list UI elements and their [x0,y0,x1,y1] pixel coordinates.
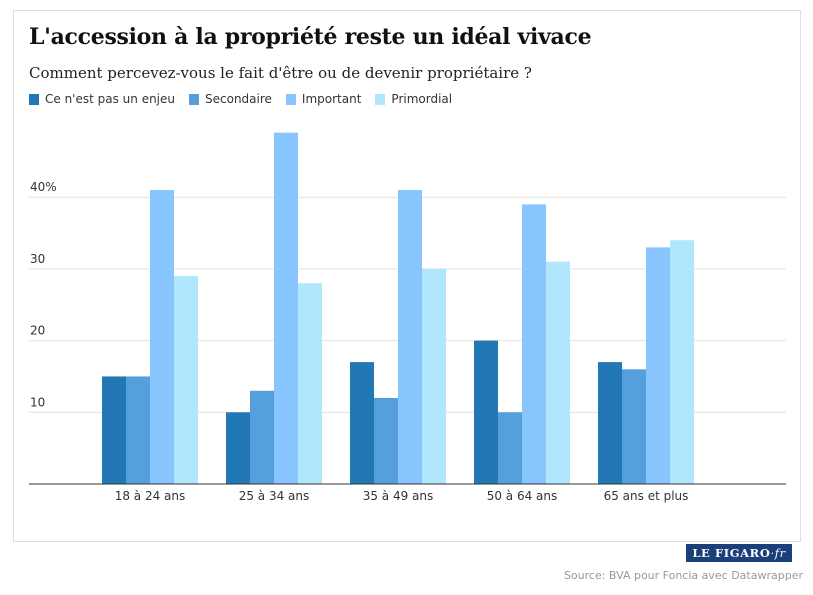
bar [646,247,670,484]
x-tick-label: 65 ans et plus [604,489,689,503]
source-note: Source: BVA pour Foncia avec Datawrapper [563,569,803,582]
figaro-logo: LE FIGARO·fr [686,544,792,562]
y-tick-label: 10 [30,395,45,409]
x-tick-label: 18 à 24 ans [115,489,186,503]
legend-swatch [285,93,296,105]
bar [622,369,646,484]
bar [374,397,398,484]
bar [298,283,322,484]
y-tick-label: 40% [30,180,57,194]
bar [102,376,126,484]
bar [398,190,422,484]
legend-label: Primordial [391,92,453,106]
chart-subtitle: Comment percevez-vous le fait d'être ou … [29,64,532,82]
legend-label: Secondaire [205,92,272,106]
bar [226,412,250,484]
y-tick-label: 30 [30,252,45,266]
bar [546,261,570,484]
legend-swatch [29,93,39,105]
bar [174,276,198,484]
bar [150,190,174,484]
logo-text: LE FIGARO [692,546,771,560]
bar [350,362,374,484]
chart-title: L'accession à la propriété reste un idéa… [29,24,592,50]
bar [498,412,522,484]
bar [422,268,446,484]
bar [274,132,298,485]
legend-item: Important [285,92,362,106]
logo-suffix: ·fr [770,546,786,560]
bar [474,340,498,484]
x-tick-label: 25 à 34 ans [239,489,310,503]
y-tick-label: 20 [30,324,45,338]
legend-label: Ce n'est pas un enjeu [45,92,176,106]
x-tick-label: 35 à 49 ans [363,489,434,503]
legend-label: Important [301,92,362,106]
bar [670,240,694,484]
bar [598,362,622,484]
legend-item: Primordial [375,92,452,106]
bar [250,390,274,484]
chart-legend: Ce n'est pas un enjeu Secondaire Important… [29,91,466,107]
legend-item: Secondaire [189,92,272,106]
bar [522,204,546,484]
bar [126,376,150,484]
legend-item: Ce n'est pas un enjeu [29,92,175,106]
x-tick-label: 50 à 64 ans [487,489,558,503]
legend-swatch [375,93,386,105]
legend-swatch [189,93,200,105]
